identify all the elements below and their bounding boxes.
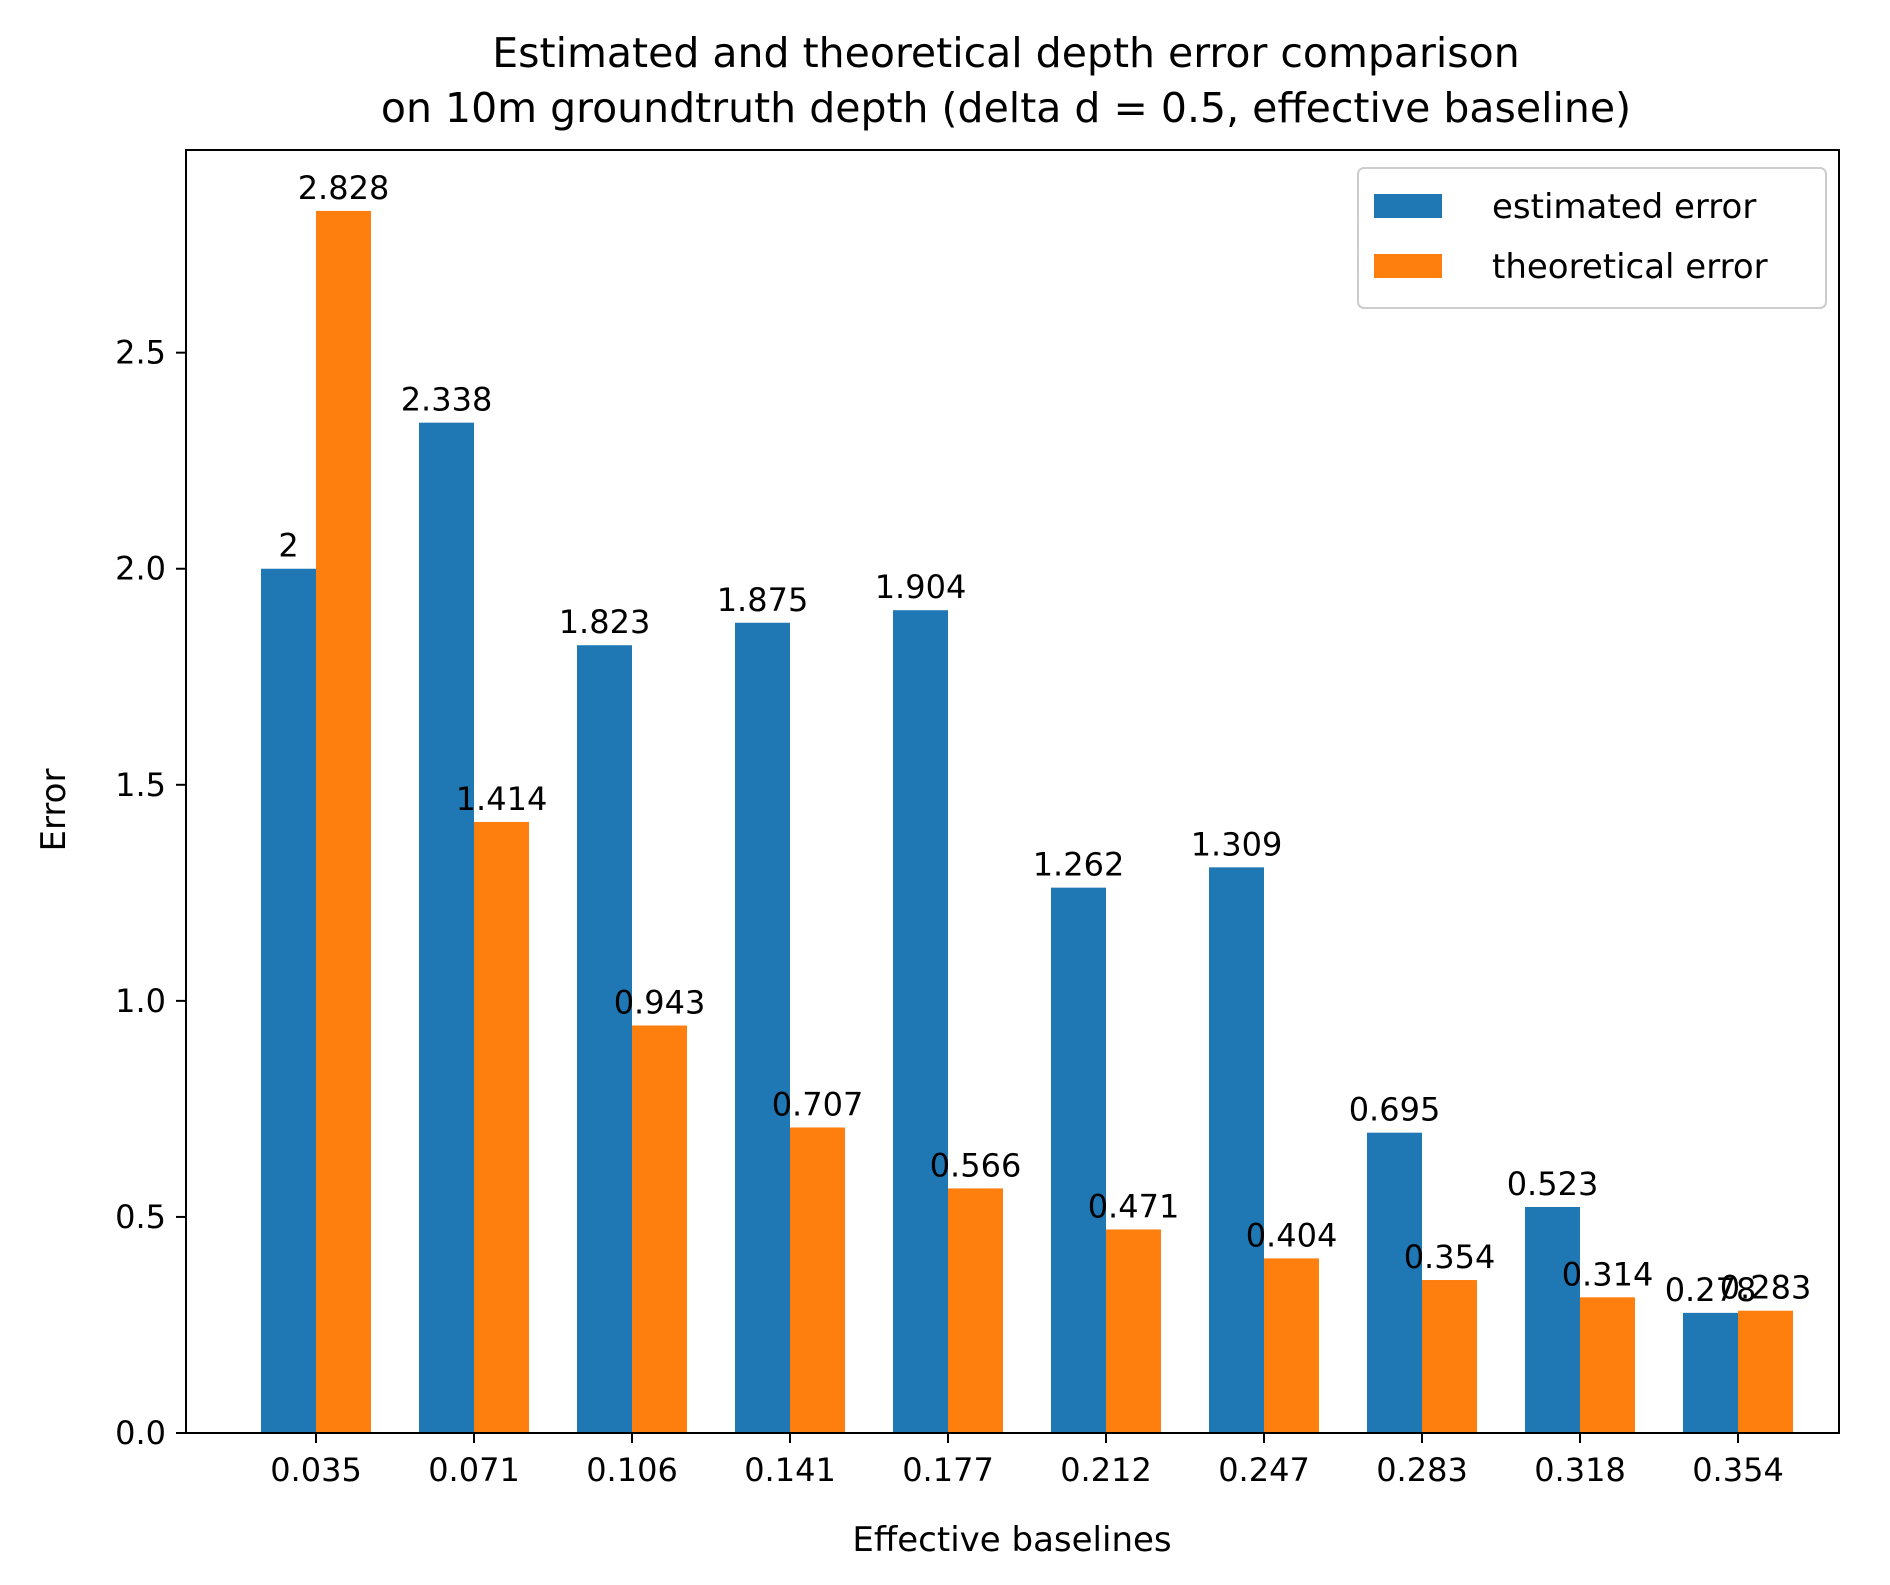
y-tick-label-2.0: 2.0 <box>115 550 166 588</box>
legend-box <box>1357 167 1827 309</box>
x-tick-label-0.283: 0.283 <box>1376 1451 1468 1489</box>
data-label-theoretical-0.035: 2.828 <box>298 169 390 207</box>
legend-swatch-theoretical <box>1374 254 1442 278</box>
y-axis: 0.0 0.5 1.0 1.5 2.0 2.5 <box>115 334 186 1452</box>
bar-estimated-0.212 <box>1051 887 1106 1433</box>
data-label-theoretical-0.106: 0.943 <box>614 983 706 1021</box>
legend-label-estimated: estimated error <box>1492 187 1756 227</box>
x-tick-label-0.141: 0.141 <box>744 1451 836 1489</box>
bar-estimated-0.035 <box>261 568 316 1433</box>
x-tick-label-0.106: 0.106 <box>586 1451 678 1489</box>
data-label-estimated-0.035: 2 <box>278 527 298 565</box>
bar-theoretical-0.141 <box>790 1127 845 1433</box>
data-label-estimated-0.247: 1.309 <box>1191 825 1283 863</box>
y-tick-label-2.5: 2.5 <box>115 334 166 372</box>
x-axis-label: Effective baselines <box>852 1520 1171 1560</box>
x-tick-label-0.035: 0.035 <box>270 1451 362 1489</box>
data-label-estimated-0.106: 1.823 <box>559 603 651 641</box>
bar-theoretical-0.212 <box>1106 1229 1161 1433</box>
data-label-theoretical-0.354: 0.283 <box>1720 1269 1812 1307</box>
data-label-theoretical-0.247: 0.404 <box>1246 1216 1338 1254</box>
bar-estimated-0.071 <box>419 422 474 1434</box>
data-labels-layer: 2 2.828 2.338 1.414 1.823 0.943 1.875 0.707 1.90… <box>278 169 1811 1309</box>
data-label-estimated-0.177: 1.904 <box>875 568 967 606</box>
bar-theoretical-0.354 <box>1738 1310 1793 1433</box>
bar-theoretical-0.177 <box>948 1188 1003 1433</box>
y-axis-label: Error <box>34 769 74 852</box>
data-label-estimated-0.141: 1.875 <box>717 581 809 619</box>
bar-theoretical-0.071 <box>474 821 529 1433</box>
y-tick-label-0.0: 0.0 <box>115 1414 166 1452</box>
data-label-estimated-0.283: 0.695 <box>1349 1091 1441 1129</box>
legend: estimated error theoretical error <box>1357 167 1827 309</box>
data-label-theoretical-0.212: 0.471 <box>1088 1187 1180 1225</box>
x-tick-label-0.071: 0.071 <box>428 1451 520 1489</box>
data-label-theoretical-0.141: 0.707 <box>772 1085 864 1123</box>
data-label-estimated-0.071: 2.338 <box>401 381 493 419</box>
x-tick-label-0.212: 0.212 <box>1060 1451 1152 1489</box>
bar-theoretical-0.247 <box>1264 1258 1319 1433</box>
bar-estimated-0.283 <box>1367 1132 1422 1433</box>
data-label-theoretical-0.283: 0.354 <box>1404 1238 1496 1276</box>
plot-frame <box>185 149 1840 1434</box>
bar-estimated-0.247 <box>1209 867 1264 1433</box>
data-label-estimated-0.212: 1.262 <box>1033 846 1125 884</box>
bar-theoretical-0.283 <box>1422 1280 1477 1433</box>
bar-estimated-0.318 <box>1525 1206 1580 1433</box>
bar-theoretical-0.318 <box>1580 1297 1635 1433</box>
data-label-theoretical-0.071: 1.414 <box>456 780 548 818</box>
bar-estimated-0.354 <box>1683 1312 1738 1433</box>
bar-theoretical-0.035 <box>316 210 371 1433</box>
y-tick-label-1.5: 1.5 <box>115 766 166 804</box>
x-axis: 0.035 0.071 0.106 0.141 0.177 0.212 0.247 0.283… <box>270 1433 1784 1489</box>
x-tick-label-0.354: 0.354 <box>1692 1451 1784 1489</box>
bar-theoretical-0.106 <box>632 1025 687 1433</box>
data-label-theoretical-0.318: 0.314 <box>1562 1255 1654 1293</box>
data-label-estimated-0.318: 0.523 <box>1507 1165 1599 1203</box>
y-tick-label-1.0: 1.0 <box>115 982 166 1020</box>
y-tick-label-0.5: 0.5 <box>115 1198 166 1236</box>
legend-label-theoretical: theoretical error <box>1492 247 1768 287</box>
bar-estimated-0.177 <box>893 610 948 1433</box>
bars-layer <box>261 210 1793 1434</box>
x-tick-label-0.177: 0.177 <box>902 1451 994 1489</box>
bar-estimated-0.141 <box>735 622 790 1433</box>
chart-title-line-1: Estimated and theoretical depth error co… <box>492 29 1519 77</box>
data-label-estimated-0.354: 0.278 <box>1665 1271 1757 1309</box>
legend-swatch-estimated <box>1374 194 1442 218</box>
x-tick-label-0.318: 0.318 <box>1534 1451 1626 1489</box>
data-label-theoretical-0.177: 0.566 <box>930 1146 1022 1184</box>
bar-estimated-0.106 <box>577 645 632 1433</box>
x-tick-label-0.247: 0.247 <box>1218 1451 1310 1489</box>
chart-title-line-2: on 10m groundtruth depth (delta d = 0.5,… <box>381 84 1631 132</box>
